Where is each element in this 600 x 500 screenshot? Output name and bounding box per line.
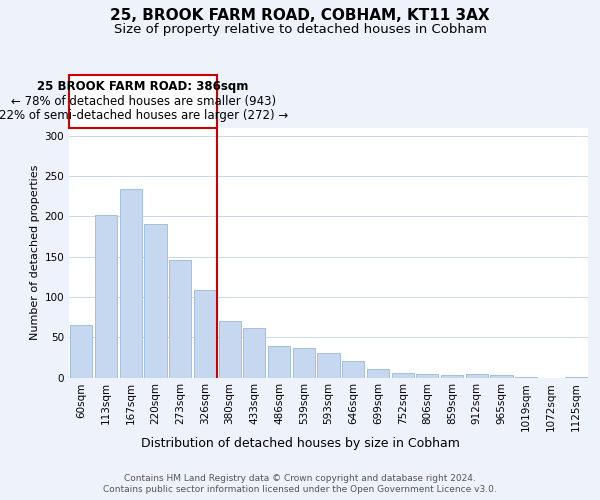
Bar (293, 348, 315, 378)
Bar (95, 214, 117, 378)
Bar (490, 375, 512, 378)
Text: Distribution of detached houses by size in Cobham: Distribution of detached houses by size … (140, 438, 460, 450)
Bar (416, 374, 439, 378)
Bar (342, 362, 364, 378)
Bar (268, 346, 290, 378)
Bar (119, 189, 142, 378)
Y-axis label: Number of detached properties: Number of detached properties (30, 165, 40, 340)
Bar (218, 321, 241, 378)
Bar (194, 290, 216, 378)
Bar (441, 375, 463, 378)
Text: 25, BROOK FARM ROAD, COBHAM, KT11 3AX: 25, BROOK FARM ROAD, COBHAM, KT11 3AX (110, 8, 490, 22)
Bar (392, 374, 414, 378)
Bar (169, 260, 191, 378)
Bar (367, 370, 389, 378)
Bar (243, 328, 265, 378)
Text: Contains HM Land Registry data © Crown copyright and database right 2024.: Contains HM Land Registry data © Crown c… (124, 474, 476, 483)
Text: ← 78% of detached houses are smaller (943): ← 78% of detached houses are smaller (94… (11, 95, 276, 108)
Text: Size of property relative to detached houses in Cobham: Size of property relative to detached ho… (113, 22, 487, 36)
Bar (466, 374, 488, 378)
Text: 25 BROOK FARM ROAD: 386sqm: 25 BROOK FARM ROAD: 386sqm (37, 80, 249, 93)
Bar (317, 354, 340, 378)
Bar (515, 376, 538, 378)
Text: Contains public sector information licensed under the Open Government Licence v3: Contains public sector information licen… (103, 485, 497, 494)
Text: 22% of semi-detached houses are larger (272) →: 22% of semi-detached houses are larger (… (0, 109, 288, 122)
Bar (145, 224, 167, 378)
Bar (565, 376, 587, 378)
Bar (70, 325, 92, 378)
